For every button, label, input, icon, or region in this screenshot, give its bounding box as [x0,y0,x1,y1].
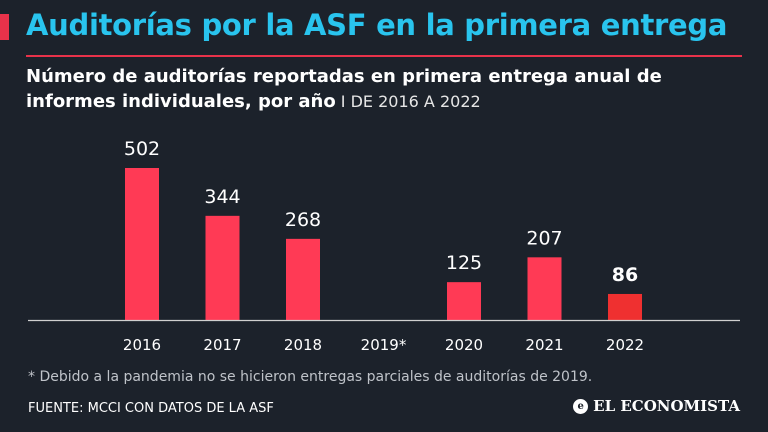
tick-label-2021: 2021 [525,336,563,354]
bar-2021 [527,257,562,320]
tick-label-2017: 2017 [203,336,241,354]
bar-2017 [205,215,240,320]
e-circle-icon: e [573,398,589,414]
title-divider [26,55,742,57]
source-note: FUENTE: MCCI CON DATOS DE LA ASF [28,401,274,416]
tick-label-2016: 2016 [123,336,161,354]
bar-2018 [286,238,320,320]
chart-subtitle: Número de auditorías reportadas en prime… [26,64,746,114]
subtitle-range: I DE 2016 A 2022 [335,92,481,111]
data-label-2018: 268 [285,209,321,231]
data-label-2020: 125 [446,252,482,274]
data-label-2016: 502 [124,138,160,160]
footnote: * Debido a la pandemia no se hicieron en… [28,369,593,385]
data-label-2021: 207 [526,227,562,249]
bar-2016 [125,168,159,320]
subtitle-main: Número de auditorías reportadas en prime… [26,66,662,112]
tick-label-2022: 2022 [606,336,644,354]
title-accent-bar [0,14,9,40]
data-label-2017: 344 [204,186,240,208]
page-title: Auditorías por la ASF en la primera entr… [26,8,728,42]
tick-label-2019*: 2019* [361,336,407,354]
tick-label-2020: 2020 [445,336,483,354]
brand-name: EL ECONOMISTA [593,397,740,415]
bar-2022 [608,293,642,320]
tick-label-2018: 2018 [284,336,322,354]
bar-2020 [447,282,481,320]
brand-logo: e EL ECONOMISTA [573,397,740,415]
data-label-2022: 86 [612,264,638,286]
